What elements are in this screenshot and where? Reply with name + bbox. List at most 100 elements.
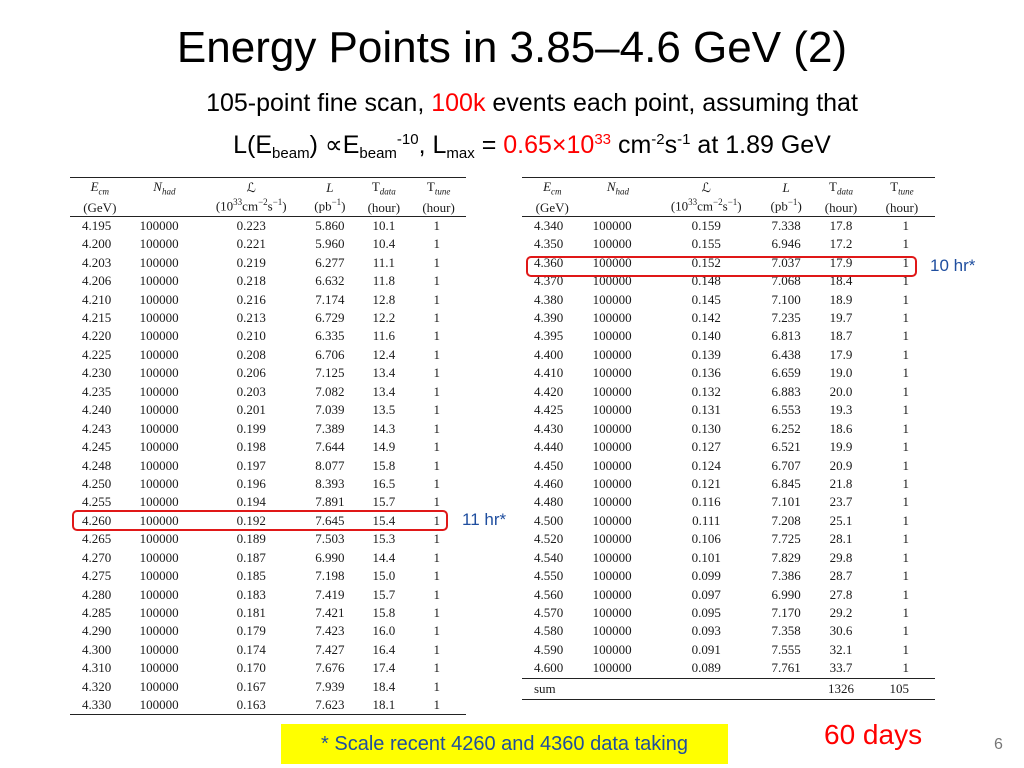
lumi-cell: 0.140 [691,328,721,344]
tdata-cell: 18.7 [829,328,853,344]
tdata-cell: 17.4 [372,660,396,676]
total-days: 60 days [824,719,923,750]
nhad-cell: 100000 [139,641,179,657]
nhad-cell: 100000 [592,365,632,381]
tdata-cell: 11.6 [372,328,395,344]
ecm-cell: 4.540 [534,549,564,565]
nhad-cell: 100000 [139,420,179,436]
lumi-cell: 0.189 [236,531,266,547]
lumi-cell: 0.174 [236,641,266,657]
lumi-cell: 0.198 [236,439,266,455]
table-row: 4.440 100000 0.127 6.521 19.9 1 [522,438,935,456]
subtitle-line-2: L(Ebeam) ∝Ebeam-10, Lmax = 0.65×1033 cm-… [0,128,1024,162]
col-header-tdata: Tdata (hour) [356,177,412,217]
ttune-cell: 1 [433,217,441,233]
L-cell: 6.277 [315,254,345,270]
tdata-cell: 20.9 [829,457,853,473]
nhad-cell: 100000 [139,310,179,325]
tdata-cell: 27.8 [829,586,853,602]
nhad-cell: 100000 [139,273,179,289]
ecm-cell: 4.255 [82,494,112,510]
tdata-cell: 18.1 [356,695,412,716]
table-row: 4.255 100000 0.194 7.891 15.7 1 [70,493,466,511]
lumi-cell: 0.121 [691,475,721,491]
ecm-cell: 4.280 [82,586,112,602]
ttune-cell: 1 [433,623,441,639]
tdata-cell: 15.7 [372,586,396,602]
L-cell: 7.235 [771,310,801,325]
nhad-cell: 100000 [139,457,179,473]
formula-text: L(E [233,131,273,159]
ttune-cell: 1 [902,346,910,362]
ttune-cell: 1 [433,568,441,584]
lumi-cell: 0.203 [236,383,266,399]
table-row: 4.480 100000 0.116 7.101 23.7 1 [522,493,935,511]
tdata-cell: 14.9 [372,439,396,455]
subtitle-text: 105-point fine scan, [206,89,432,117]
tdata-cell: 13.5 [372,402,396,418]
nhad-cell: 100000 [139,678,179,694]
nhad-cell: 100000 [139,586,179,602]
formula-subscript: beam [272,145,310,162]
ecm-cell: 4.600 [522,659,583,679]
ecm-cell: 4.360 [534,254,564,270]
nhad-cell: 100000 [139,605,179,620]
tdata-cell: 16.0 [372,623,396,639]
ttune-cell: 1 [433,346,441,362]
L-cell: 6.990 [315,549,345,565]
ttune-cell: 1 [902,328,910,344]
formula-text: , L [418,131,447,159]
nhad-cell: 100000 [592,439,632,455]
table-row: 4.320 100000 0.167 7.939 18.4 1 [70,678,466,696]
ecm-cell: 4.320 [82,678,112,694]
table-row: 4.460 100000 0.121 6.845 21.8 1 [522,475,935,493]
ttune-cell: 1 [433,512,441,528]
ttune-cell: 1 [433,383,441,399]
table-row: 4.225 100000 0.208 6.706 12.4 1 [70,346,466,364]
nhad-cell: 100000 [139,531,179,547]
ttune-cell: 1 [902,254,910,270]
tdata-cell: 28.1 [829,531,853,547]
formula-text: = [474,131,504,159]
ttune-cell: 1 [902,457,910,473]
tdata-cell: 13.4 [372,383,396,399]
ttune-cell: 1 [902,383,910,399]
tdata-cell: 30.6 [829,623,853,639]
nhad-cell: 100000 [592,402,632,418]
nhad-cell: 100000 [592,254,632,270]
ecm-cell: 4.410 [534,365,564,381]
ttune-cell: 1 [902,605,910,620]
lumi-cell: 0.139 [691,346,721,362]
formula-superscript: -1 [677,131,691,148]
formula-superscript: -2 [651,131,665,148]
slide-title: Energy Points in 3.85–4.6 GeV (2) [176,23,848,72]
ecm-cell: 4.203 [82,254,112,270]
tdata-cell: 17.8 [829,217,853,233]
lumi-cell: 0.187 [236,549,266,565]
ecm-cell: 4.520 [534,531,564,547]
table-row: 4.600 100000 0.089 7.761 33.7 1 [522,659,935,679]
ttune-cell: 1 [433,328,441,344]
tdata-cell: 18.6 [829,420,853,436]
nhad-cell: 100000 [592,217,632,233]
ecm-cell: 4.248 [82,457,112,473]
ecm-cell: 4.243 [82,420,112,436]
tdata-cell: 21.8 [829,475,853,491]
table-header-row: Ecm (GeV) Nhad ℒ (1033cm−2s−1) L (pb−1) Tda… [522,177,935,217]
ecm-cell: 4.380 [534,291,564,307]
L-cell: 7.503 [315,531,345,547]
tdata-cell: 17.9 [829,254,853,270]
ecm-cell: 4.590 [534,641,564,657]
ttune-cell: 1 [902,512,910,528]
table-row: 4.260 100000 0.192 7.645 15.4 1 [70,512,466,530]
tdata-cell: 25.1 [829,512,853,528]
nhad-cell: 100000 [592,531,632,547]
table-row: 4.230 100000 0.206 7.125 13.4 1 [70,364,466,382]
ecm-cell: 4.310 [82,660,112,676]
tdata-cell: 17.9 [829,346,853,362]
nhad-cell: 100000 [592,346,632,362]
L-cell: 7.082 [315,383,345,399]
L-cell: 7.100 [771,291,801,307]
ttune-cell: 1 [902,475,910,491]
lumi-cell: 0.216 [236,291,266,307]
